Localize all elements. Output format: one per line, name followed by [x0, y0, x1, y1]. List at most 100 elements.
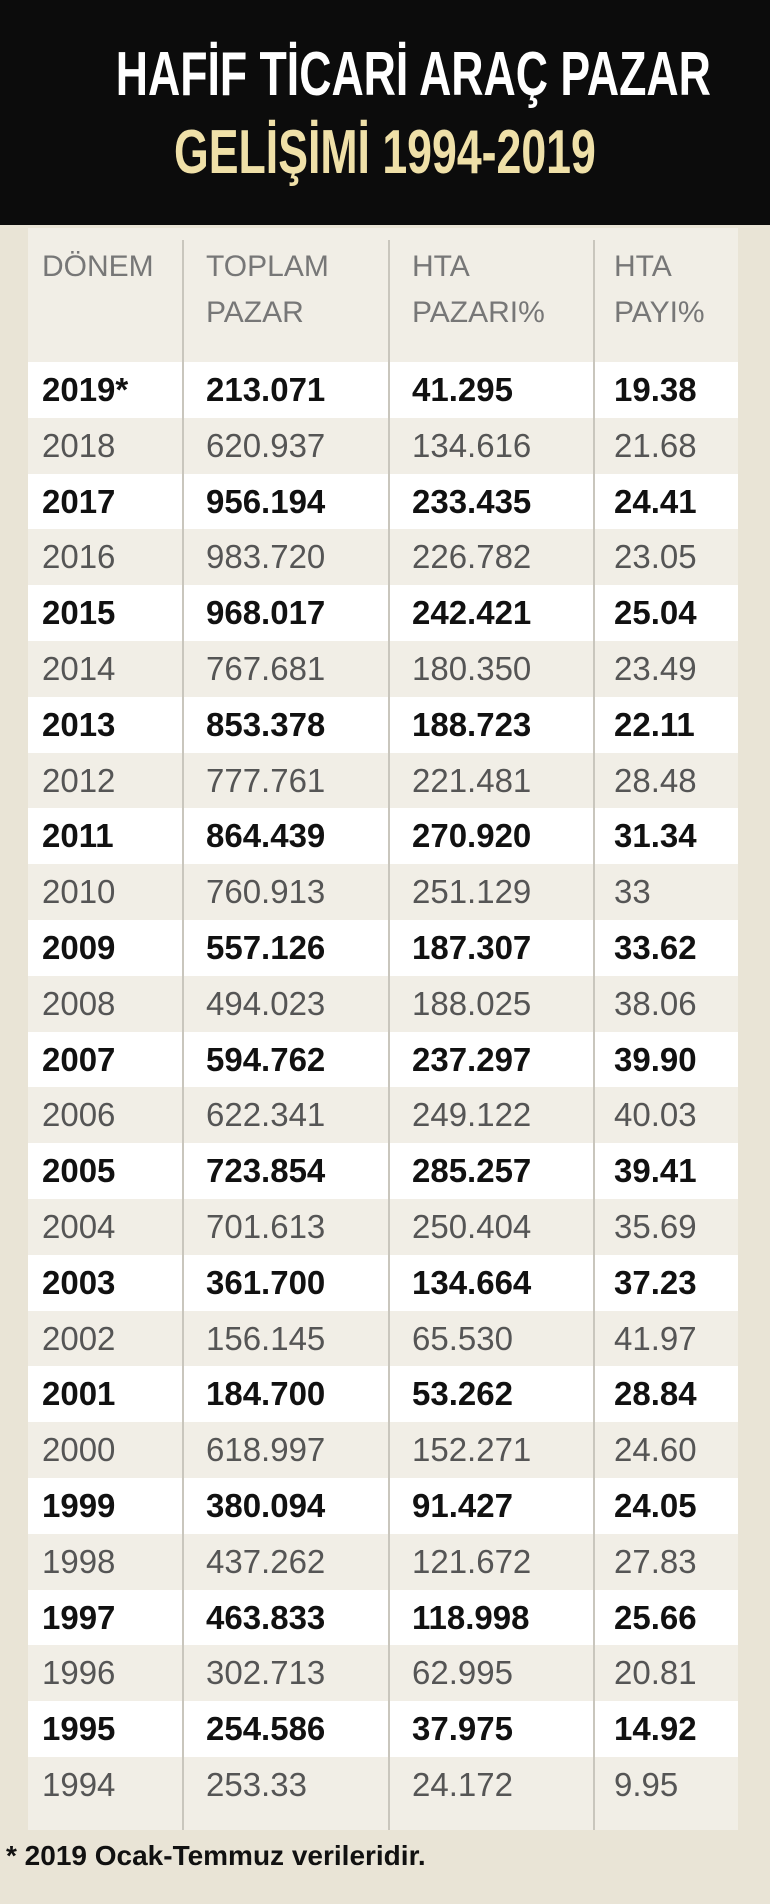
table-cell: 2013: [42, 705, 116, 743]
table-cell: 91.427: [412, 1487, 513, 1524]
table-cell: 233.435: [412, 482, 532, 520]
table-row: 2016 983.720 226.782 23.05: [28, 529, 738, 585]
table-cell: 2009: [42, 929, 116, 966]
table-cell: 41.97: [614, 1319, 697, 1357]
table-cell: 33: [614, 873, 651, 911]
table-cell: 9.95: [614, 1766, 679, 1803]
table-cell: 2003: [42, 1263, 116, 1301]
table-cell: 37.975: [412, 1710, 513, 1748]
table-row: 2019* 213.071 41.295 19.38: [28, 362, 738, 418]
table-cell: 2018: [42, 426, 116, 464]
table-row: 1996 302.713 62.995 20.81: [28, 1645, 738, 1701]
table-cell: 380.094: [206, 1487, 326, 1524]
table-cell: 242.421: [412, 594, 532, 632]
column-header: DÖNEM: [42, 250, 154, 283]
table-cell: 24.172: [412, 1766, 513, 1803]
table-cell: 251.129: [412, 873, 532, 911]
table-cell: 285.257: [412, 1152, 532, 1190]
table-cell: 62.995: [412, 1654, 513, 1692]
table-cell: 24.41: [614, 482, 697, 520]
table-cell: 25.66: [614, 1598, 697, 1636]
table-cell: 121.672: [412, 1542, 532, 1580]
title-line: GELİŞİMİ 1994-2019: [0, 118, 770, 188]
table-cell: 38.06: [614, 984, 697, 1022]
table-cell: 14.92: [614, 1710, 697, 1748]
table-cell: 557.126: [206, 929, 326, 966]
table-cell: 463.833: [206, 1598, 326, 1636]
table-cell: 302.713: [206, 1654, 326, 1692]
table-cell: 2006: [42, 1096, 116, 1134]
table-cell: 594.762: [206, 1040, 326, 1078]
table-cell: 270.920: [412, 817, 532, 855]
table-row: 2008 494.023 188.025 38.06: [28, 976, 738, 1032]
table-cell: 253.33: [206, 1766, 307, 1803]
table-row: 2010 760.913 251.129 33: [28, 864, 738, 920]
column-divider: [593, 362, 595, 1830]
table-cell: 622.341: [206, 1096, 326, 1134]
table-cell: 2016: [42, 538, 116, 576]
table-cell: 1996: [42, 1654, 116, 1692]
table-cell: 31.34: [614, 817, 697, 855]
table-cell: 180.350: [412, 650, 532, 687]
table-cell: 156.145: [206, 1319, 326, 1357]
table-row: 2018 620.937 134.616 21.68: [28, 418, 738, 474]
table-cell: 2015: [42, 594, 116, 632]
table-cell: 21.68: [614, 426, 697, 464]
table-cell: 983.720: [206, 538, 326, 576]
table-row: 2001 184.700 53.262 28.84: [28, 1366, 738, 1423]
table-cell: 2000: [42, 1431, 116, 1469]
table-cell: 23.05: [614, 538, 697, 576]
table-cell: 53.262: [412, 1375, 513, 1413]
table-cell: 956.194: [206, 482, 326, 520]
table-cell: 24.60: [614, 1431, 697, 1469]
table-cell: 864.439: [206, 817, 326, 855]
table-cell: 221.481: [412, 761, 532, 799]
table-cell: 184.700: [206, 1375, 326, 1413]
table-cell: 853.378: [206, 705, 326, 743]
table-cell: 618.997: [206, 1431, 326, 1469]
table-cell: 1995: [42, 1710, 116, 1748]
table-row: 2013 853.378 188.723 22.11: [28, 696, 738, 753]
table-row: 1994 253.33 24.172 9.95: [28, 1757, 738, 1813]
table-cell: 361.700: [206, 1263, 326, 1301]
table-cell: 2019*: [42, 371, 129, 408]
table-cell: 701.613: [206, 1208, 326, 1245]
table-cell: 494.023: [206, 984, 326, 1022]
column-header: TOPLAM PAZAR: [206, 250, 329, 329]
table-cell: 37.23: [614, 1263, 697, 1301]
table-cell: 2011: [42, 817, 114, 855]
table-cell: 249.122: [412, 1096, 532, 1134]
table-cell: 767.681: [206, 650, 326, 687]
table-cell: 2001: [42, 1375, 116, 1413]
table-cell: 1999: [42, 1487, 116, 1524]
table-row: 1998 437.262 121.672 27.83: [28, 1534, 738, 1590]
table-cell: 118.998: [412, 1598, 530, 1636]
table: DÖNEM TOPLAM PAZAR HTA PAZARI% HTA PAYI% 201…: [28, 228, 738, 1830]
table-cell: 19.38: [614, 371, 697, 408]
table-cell: 2014: [42, 650, 116, 687]
table-cell: 20.81: [614, 1654, 697, 1692]
table-cell: 28.84: [614, 1375, 697, 1413]
table-cell: 39.41: [614, 1152, 697, 1190]
column-header: HTA PAZARI%: [412, 250, 545, 329]
table-cell: 1994: [42, 1766, 116, 1803]
table-cell: 760.913: [206, 873, 326, 911]
title-text: HAFİF TİCARİ ARAÇ PAZAR: [115, 40, 711, 109]
table-row: 1999 380.094 91.427 24.05: [28, 1478, 738, 1534]
table-cell: 254.586: [206, 1710, 326, 1748]
table-cell: 40.03: [614, 1096, 697, 1134]
table-cell: 2017: [42, 482, 116, 520]
table-cell: 39.90: [614, 1040, 697, 1078]
table-row: 2002 156.145 65.530 41.97: [28, 1311, 738, 1367]
table-row: 1995 254.586 37.975 14.92: [28, 1701, 738, 1757]
table-cell: 723.854: [206, 1152, 326, 1190]
footnote: * 2019 Ocak-Temmuz verileridir.: [6, 1840, 426, 1871]
header-band: HAFİF TİCARİ ARAÇ PAZAR GELİŞİMİ 1994-20…: [0, 0, 770, 225]
table-cell: 2004: [42, 1208, 116, 1245]
table-cell: 1998: [42, 1542, 116, 1580]
table-cell: 188.723: [412, 705, 532, 743]
table-cell: 2005: [42, 1152, 116, 1190]
table-row: 2014 767.681 180.350 23.49: [28, 641, 738, 697]
table-cell: 35.69: [614, 1208, 697, 1245]
